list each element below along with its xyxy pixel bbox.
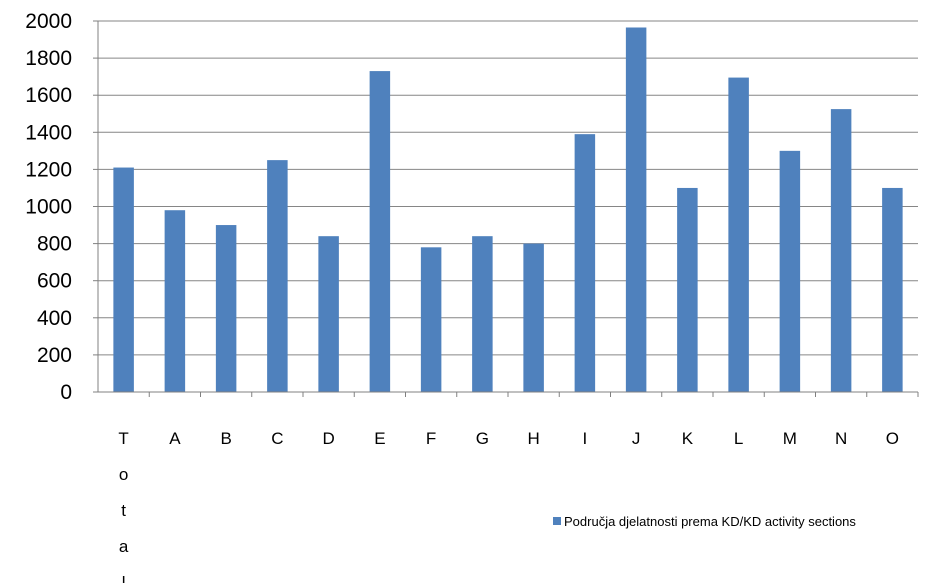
x-tick-label: L	[734, 429, 743, 448]
legend-swatch	[553, 517, 561, 525]
x-tick-label: C	[271, 429, 283, 448]
bar-k	[677, 187, 698, 392]
bar-i	[574, 134, 596, 392]
y-tick-label: 400	[37, 307, 72, 330]
y-tick-label: 200	[37, 344, 72, 367]
bar-l	[728, 77, 749, 392]
x-tick-label: F	[426, 429, 436, 448]
x-tick-label: B	[220, 429, 231, 448]
y-tick-label: 2000	[25, 10, 72, 33]
bars	[113, 27, 903, 393]
x-tick-label: J	[632, 429, 641, 448]
bar-m	[779, 150, 801, 392]
bar-d	[318, 236, 339, 392]
x-tick-label: D	[322, 429, 334, 448]
y-tick-label: 1600	[25, 84, 72, 107]
x-tick-label: G	[476, 429, 489, 448]
x-tick-label: O	[886, 429, 899, 448]
legend-label: Područja djelatnosti prema KD/KD activit…	[564, 514, 856, 529]
x-tick-label: N	[835, 429, 847, 448]
bar-n	[830, 109, 852, 393]
x-tick-label: E	[374, 429, 385, 448]
x-tick-label: H	[527, 429, 539, 448]
bar-h	[523, 243, 544, 392]
bar-c	[267, 160, 288, 392]
bar-o	[882, 187, 903, 392]
y-tick-label: 1800	[25, 47, 72, 70]
bar-e	[369, 71, 391, 393]
bar-f	[420, 247, 442, 392]
y-tick-label: 800	[37, 233, 72, 256]
y-tick-label: 600	[37, 270, 72, 293]
bar-g	[472, 236, 493, 392]
x-tick-label: K	[682, 429, 694, 448]
y-tick-label: 0	[60, 381, 72, 404]
bar-a	[164, 210, 186, 392]
bar-b	[215, 225, 237, 392]
x-tick-label: A	[169, 429, 181, 448]
x-tick-label: I	[583, 429, 588, 448]
legend: Područja djelatnosti prema KD/KD activit…	[553, 514, 856, 529]
y-axis-ticks: 0 200 400 600 800 1000 1200 1400 1600 1800 2000	[25, 10, 98, 404]
y-tick-label: 1200	[25, 158, 72, 181]
x-tick-label: M	[783, 429, 797, 448]
y-tick-label: 1400	[25, 121, 72, 144]
bar-total	[113, 167, 134, 392]
bar-j	[625, 27, 647, 393]
y-tick-label: 1000	[25, 196, 72, 219]
